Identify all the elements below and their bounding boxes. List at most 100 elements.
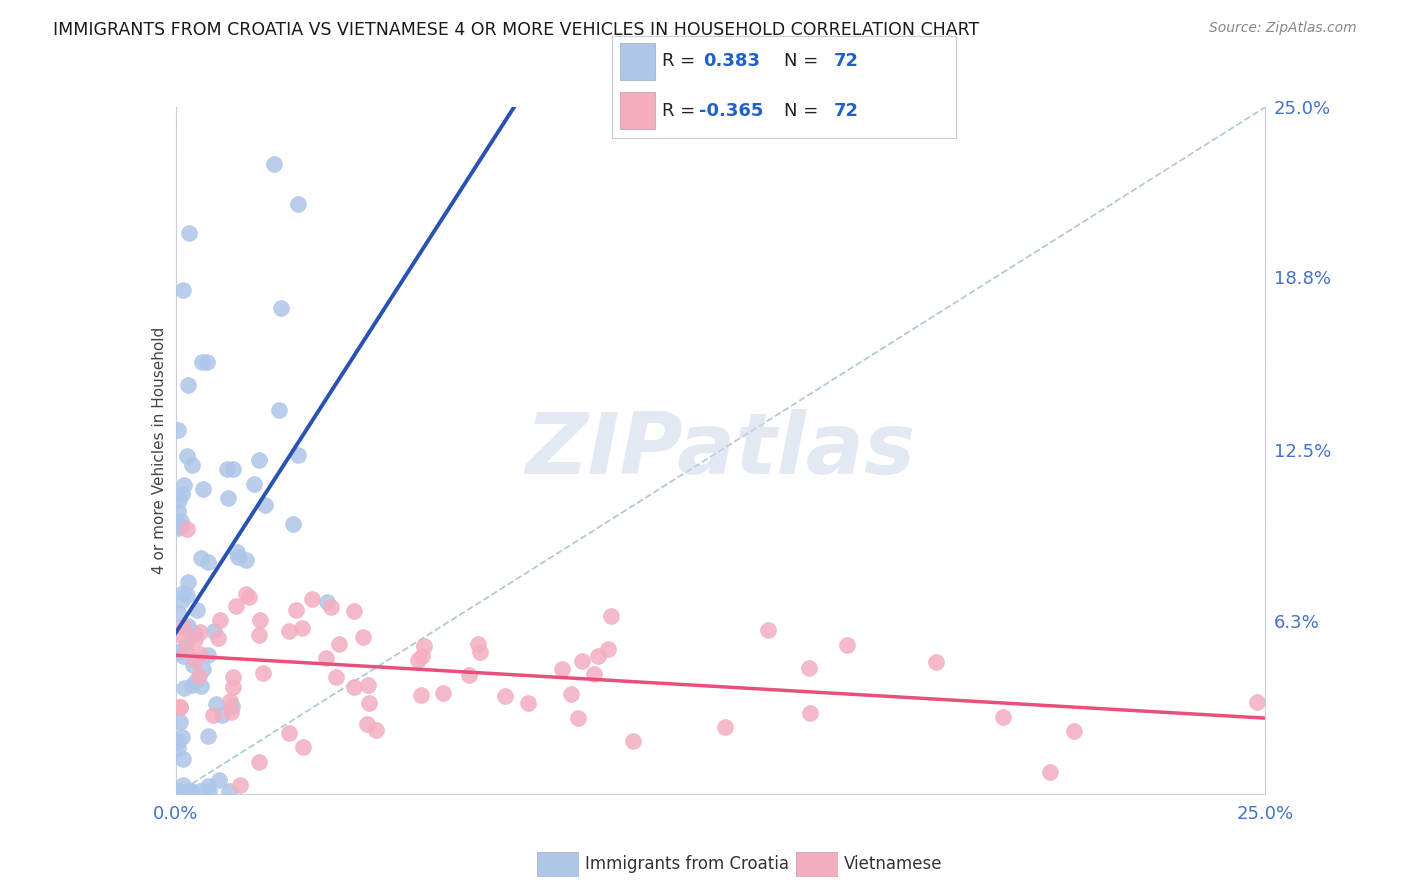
Point — [218, 784, 240, 798]
Point — [287, 448, 309, 462]
Point — [177, 575, 200, 590]
Point — [197, 555, 219, 569]
Point — [181, 458, 204, 472]
Point — [184, 653, 207, 667]
Point — [408, 653, 430, 667]
Point — [170, 514, 193, 528]
Point — [222, 680, 245, 694]
Point — [190, 551, 212, 566]
Point — [197, 780, 219, 794]
Point — [235, 553, 257, 567]
Point — [177, 622, 200, 636]
Point — [219, 693, 242, 707]
Text: Immigrants from Croatia: Immigrants from Croatia — [585, 855, 789, 873]
Point — [169, 700, 191, 714]
Text: 72: 72 — [834, 102, 859, 120]
Point — [172, 586, 194, 600]
Point — [301, 592, 323, 607]
Point — [1063, 724, 1085, 739]
Point — [208, 772, 231, 787]
Point — [167, 607, 190, 621]
Point — [197, 729, 219, 743]
Point — [173, 681, 195, 695]
Point — [252, 665, 274, 680]
Point — [409, 688, 432, 702]
Point — [457, 667, 479, 681]
Point — [328, 637, 350, 651]
Point — [270, 301, 292, 315]
Point — [169, 699, 191, 714]
Point — [184, 674, 207, 689]
Point — [173, 477, 195, 491]
Point — [799, 661, 821, 675]
Point — [222, 670, 245, 684]
Text: N =: N = — [785, 102, 824, 120]
Point — [222, 462, 245, 476]
Y-axis label: 4 or more Vehicles in Household: 4 or more Vehicles in Household — [152, 326, 167, 574]
Text: Vietnamese: Vietnamese — [844, 855, 942, 873]
Point — [315, 595, 337, 609]
Point — [202, 708, 225, 723]
Point — [343, 603, 366, 617]
Point — [285, 603, 308, 617]
Point — [193, 662, 215, 676]
Point — [167, 784, 190, 798]
Point — [494, 689, 516, 703]
Point — [180, 784, 202, 798]
Point — [167, 521, 190, 535]
Point — [835, 638, 858, 652]
Point — [356, 717, 378, 731]
Point — [205, 697, 228, 711]
Point — [247, 628, 270, 642]
Point — [315, 650, 337, 665]
Point — [247, 756, 270, 770]
Point — [172, 649, 194, 664]
Point — [249, 613, 271, 627]
Point — [325, 670, 347, 684]
Point — [278, 725, 301, 739]
Point — [226, 545, 249, 559]
Point — [217, 491, 239, 505]
Point — [412, 639, 434, 653]
Text: Source: ZipAtlas.com: Source: ZipAtlas.com — [1209, 21, 1357, 36]
Point — [170, 518, 193, 533]
Point — [621, 734, 644, 748]
Point — [263, 157, 285, 171]
Point — [226, 549, 249, 564]
Point — [269, 402, 291, 417]
Point — [291, 739, 314, 754]
Point — [468, 645, 491, 659]
Point — [516, 697, 538, 711]
Text: 0.383: 0.383 — [703, 53, 759, 70]
Point — [167, 645, 190, 659]
Point — [571, 654, 593, 668]
Text: R =: R = — [662, 53, 700, 70]
Point — [188, 669, 211, 683]
Point — [188, 647, 211, 661]
Point — [172, 778, 194, 792]
Point — [190, 679, 212, 693]
Point — [238, 591, 260, 605]
Point — [567, 711, 589, 725]
Point — [283, 517, 305, 532]
Point — [184, 632, 207, 646]
Text: -0.365: -0.365 — [699, 102, 763, 120]
Point — [219, 705, 242, 719]
Point — [179, 227, 201, 241]
Point — [359, 696, 381, 710]
Point — [600, 609, 623, 624]
Point — [357, 678, 380, 692]
Point — [169, 715, 191, 730]
Point — [225, 599, 247, 613]
Point — [991, 709, 1014, 723]
Point — [167, 740, 190, 755]
Point — [195, 354, 218, 368]
Point — [208, 613, 231, 627]
Point — [180, 678, 202, 692]
Point — [177, 784, 200, 798]
Text: IMMIGRANTS FROM CROATIA VS VIETNAMESE 4 OR MORE VEHICLES IN HOUSEHOLD CORRELATIO: IMMIGRANTS FROM CROATIA VS VIETNAMESE 4 … — [53, 21, 980, 39]
Point — [343, 680, 366, 694]
Point — [172, 752, 194, 766]
Point — [191, 482, 214, 496]
Point — [176, 522, 198, 536]
